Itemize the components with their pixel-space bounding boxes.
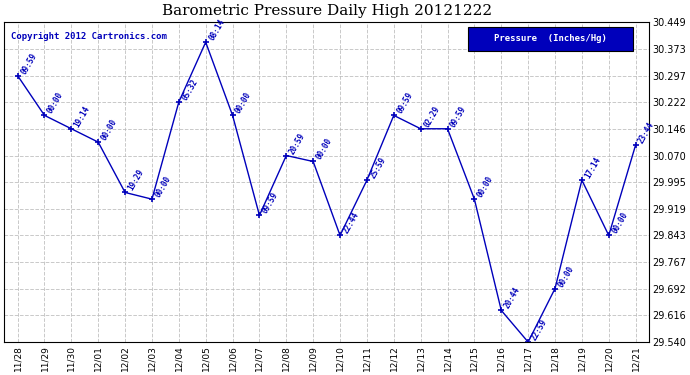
Text: 05:32: 05:32 [180,78,199,102]
Text: 00:00: 00:00 [475,175,495,199]
Text: 17:14: 17:14 [583,156,602,180]
Text: 09:59: 09:59 [449,104,469,129]
Text: 00:00: 00:00 [46,91,65,116]
Text: 00:00: 00:00 [234,91,253,116]
Title: Barometric Pressure Daily High 20121222: Barometric Pressure Daily High 20121222 [161,4,492,18]
Text: 08:14: 08:14 [207,18,226,42]
Text: 09:59: 09:59 [19,51,39,76]
Text: Copyright 2012 Cartronics.com: Copyright 2012 Cartronics.com [10,32,166,41]
Text: 22:44: 22:44 [342,211,361,236]
Text: 22:59: 22:59 [529,318,549,342]
Text: 02:29: 02:29 [422,104,442,129]
Text: 09:59: 09:59 [261,191,280,215]
Text: 20:44: 20:44 [502,286,522,310]
Text: 19:29: 19:29 [126,168,146,192]
Text: 20:59: 20:59 [288,131,307,156]
Text: 00:00: 00:00 [610,211,629,236]
Text: 00:00: 00:00 [315,137,334,162]
FancyBboxPatch shape [469,27,633,51]
Text: Pressure  (Inches/Hg): Pressure (Inches/Hg) [494,34,607,44]
Text: 09:59: 09:59 [395,91,415,116]
Text: 25:59: 25:59 [368,156,388,180]
Text: 23:44: 23:44 [637,120,656,145]
Text: 00:00: 00:00 [99,118,119,142]
Text: 00:00: 00:00 [153,175,172,199]
Text: 00:00: 00:00 [556,264,575,288]
Text: 19:14: 19:14 [72,104,92,129]
